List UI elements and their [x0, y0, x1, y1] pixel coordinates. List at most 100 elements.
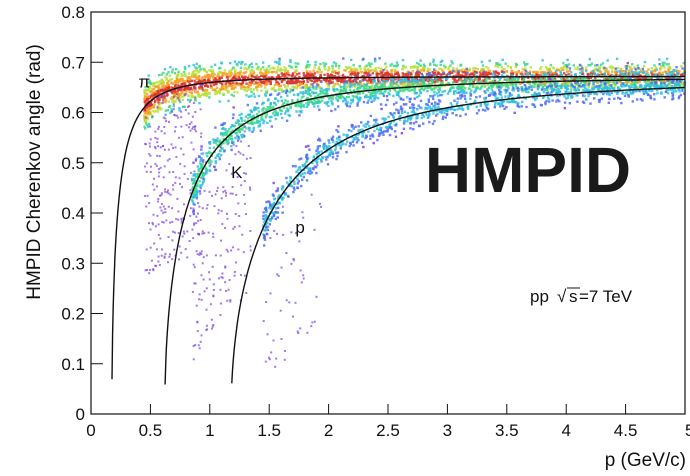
- density-point: [593, 67, 597, 70]
- density-point: [231, 140, 234, 144]
- density-point: [187, 64, 191, 68]
- density-point: [157, 223, 160, 226]
- density-point: [334, 144, 338, 148]
- density-point: [229, 70, 232, 73]
- density-point: [433, 68, 436, 71]
- density-point: [280, 88, 283, 91]
- density-point: [366, 74, 369, 78]
- density-point: [198, 180, 201, 183]
- density-point: [473, 67, 476, 70]
- density-point: [338, 138, 341, 141]
- density-point: [300, 109, 303, 113]
- density-point: [184, 83, 187, 87]
- density-point: [312, 69, 315, 72]
- density-point: [391, 78, 394, 81]
- density-point: [206, 328, 209, 331]
- density-point: [192, 263, 195, 266]
- density-point: [488, 86, 491, 89]
- density-point: [298, 158, 301, 161]
- density-point: [163, 165, 166, 168]
- density-point: [192, 173, 195, 176]
- density-point: [212, 146, 216, 149]
- density-point: [423, 67, 426, 70]
- density-point: [144, 118, 147, 121]
- density-point: [221, 147, 224, 150]
- density-point: [146, 269, 149, 271]
- density-point: [445, 78, 448, 82]
- density-point: [564, 78, 567, 82]
- density-point: [417, 82, 420, 86]
- density-point: [390, 69, 393, 72]
- density-point: [375, 87, 378, 90]
- density-point: [338, 75, 341, 78]
- density-point: [628, 77, 632, 80]
- density-point: [576, 87, 579, 90]
- density-point: [428, 68, 431, 71]
- density-point: [220, 76, 223, 79]
- density-point: [167, 84, 170, 87]
- density-point: [222, 127, 226, 131]
- density-point: [146, 194, 149, 197]
- density-point: [654, 73, 657, 77]
- density-point: [310, 100, 313, 104]
- density-point: [269, 93, 273, 96]
- density-point: [178, 88, 181, 91]
- density-point: [361, 135, 364, 138]
- density-point: [417, 104, 420, 107]
- density-point: [486, 88, 489, 91]
- density-point: [484, 98, 487, 101]
- density-point: [536, 88, 540, 91]
- density-point: [143, 112, 146, 115]
- density-point: [219, 288, 222, 291]
- density-point: [416, 74, 420, 77]
- density-point: [194, 174, 197, 177]
- density-point: [164, 100, 167, 104]
- density-point: [180, 125, 183, 128]
- density-point: [293, 180, 296, 183]
- density-point: [631, 72, 635, 76]
- density-point: [382, 94, 386, 97]
- density-point: [262, 107, 266, 110]
- density-point: [392, 64, 396, 68]
- density-point: [673, 74, 677, 77]
- density-point: [167, 71, 170, 74]
- density-point: [336, 154, 339, 158]
- density-point: [324, 62, 328, 65]
- density-point: [301, 91, 304, 94]
- density-point: [621, 72, 625, 76]
- density-point: [229, 300, 232, 303]
- density-point: [307, 91, 310, 94]
- density-point: [413, 92, 417, 95]
- density-point: [618, 74, 621, 77]
- density-point: [363, 74, 366, 78]
- density-point: [159, 146, 162, 149]
- density-point: [406, 84, 410, 88]
- density-band-2: [262, 74, 686, 368]
- density-point: [615, 71, 619, 75]
- density-point: [387, 115, 390, 119]
- density-point: [325, 158, 328, 161]
- density-point: [491, 79, 494, 82]
- density-point: [165, 91, 168, 95]
- density-point: [451, 77, 455, 80]
- density-point: [525, 70, 529, 74]
- density-point: [358, 128, 362, 132]
- density-point: [315, 85, 318, 88]
- density-point: [364, 78, 367, 81]
- density-point: [424, 107, 427, 110]
- density-point: [200, 250, 203, 253]
- density-point: [346, 104, 349, 108]
- density-point: [263, 68, 266, 72]
- density-point: [205, 167, 208, 170]
- density-point: [316, 145, 320, 148]
- density-point: [461, 68, 464, 71]
- density-point: [395, 122, 398, 126]
- density-point: [420, 87, 424, 90]
- density-point: [157, 83, 161, 86]
- density-point: [637, 72, 641, 75]
- density-point: [194, 96, 197, 99]
- density-point: [149, 246, 152, 249]
- density-point: [678, 90, 681, 93]
- density-point: [311, 161, 314, 164]
